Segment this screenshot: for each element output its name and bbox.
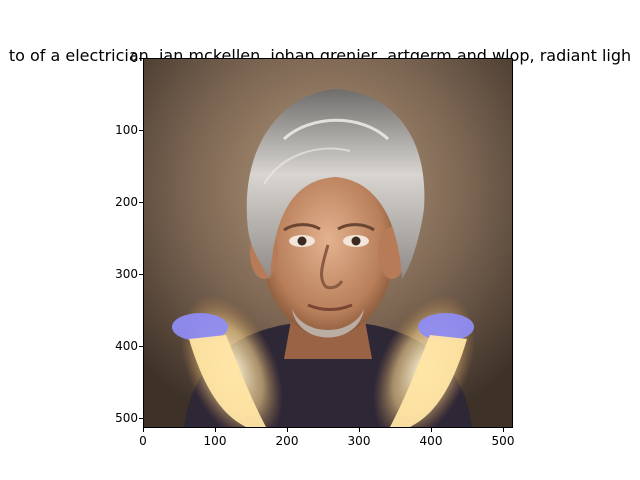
portrait-image (144, 59, 512, 427)
x-tick-label: 200 (275, 434, 299, 448)
x-tick-label: 400 (419, 434, 443, 448)
y-tick-label: 400 (115, 339, 138, 353)
y-tick-label: 200 (115, 195, 138, 209)
y-tickmark (139, 418, 143, 419)
y-tick-label: 100 (115, 123, 138, 137)
image-axes (143, 58, 513, 428)
x-tick-label: 300 (347, 434, 371, 448)
y-tickmark (139, 346, 143, 347)
x-tick-label: 500 (491, 434, 515, 448)
x-tickmark (287, 428, 288, 432)
right-lamp-shape (418, 313, 474, 341)
hair-shape (246, 89, 425, 279)
y-tickmark (139, 58, 143, 59)
y-tickmark (139, 202, 143, 203)
x-tickmark (143, 428, 144, 432)
y-tick-label: 500 (115, 411, 138, 425)
beard-shape (292, 309, 364, 338)
x-tickmark (503, 428, 504, 432)
x-tick-label: 100 (203, 434, 227, 448)
y-tick-label: 0 (130, 51, 138, 65)
y-tickmark (139, 130, 143, 131)
y-tick-label: 300 (115, 267, 138, 281)
x-tickmark (431, 428, 432, 432)
x-tick-label: 0 (139, 434, 147, 448)
x-tickmark (359, 428, 360, 432)
y-tickmark (139, 274, 143, 275)
left-lamp-shape (172, 313, 228, 341)
x-tickmark (215, 428, 216, 432)
